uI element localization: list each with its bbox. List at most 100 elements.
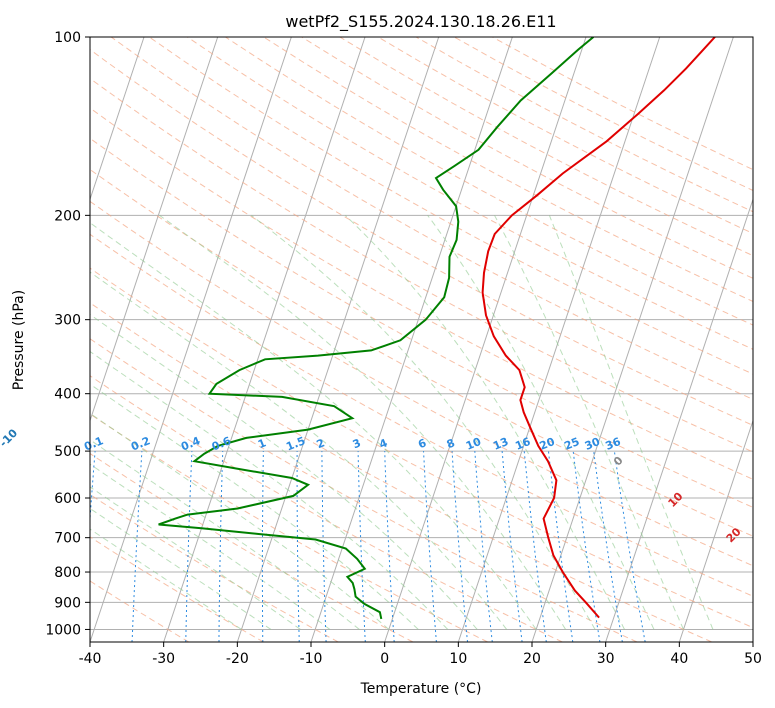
- moist-adiabat-line: [90, 528, 242, 630]
- isotherm-line: [236, 37, 440, 642]
- dewpoint-profile-line: [158, 37, 595, 620]
- isotherm-line: [457, 37, 661, 642]
- mixing-ratio-line: [451, 451, 468, 642]
- isotherm-line: [90, 37, 292, 642]
- dry-adiabat-line: [187, 37, 753, 350]
- dry-adiabat-line: [263, 37, 753, 302]
- mixing-ratio-label: 3: [351, 436, 363, 451]
- moist-adiabat-line: [90, 439, 360, 630]
- dry-adiabat-line: [90, 267, 753, 629]
- mixing-ratio-line: [548, 451, 574, 642]
- dry-adiabat-line: [90, 233, 753, 597]
- y-tick-label: 400: [54, 387, 81, 403]
- isotherm-line: [163, 37, 366, 642]
- dry-adiabat-line: [90, 536, 264, 642]
- dry-adiabat-line: [90, 413, 488, 642]
- dry-adiabat-line: [90, 375, 563, 642]
- isotherm-line: [90, 37, 145, 201]
- moist-adiabat-line: [90, 271, 508, 630]
- isotherm-line: [605, 197, 753, 642]
- isotherm-line: [384, 37, 587, 642]
- dry-adiabat-line: [90, 452, 414, 642]
- x-tick-label: 50: [744, 651, 762, 667]
- dry-adiabat-label: -10: [0, 426, 20, 449]
- dry-adiabat-line: [90, 168, 753, 537]
- dry-adiabat-line: [90, 137, 753, 508]
- moist-adiabat-line: [494, 215, 684, 630]
- moist-adiabat-line: [90, 350, 449, 630]
- dry-adiabat-line: [90, 493, 339, 642]
- chart-title: wetPf2_S155.2024.130.18.26.E11: [285, 12, 556, 32]
- y-tick-label: 600: [54, 491, 81, 507]
- x-tick-label: 40: [670, 651, 688, 667]
- moist-adiabat-label: 0: [611, 454, 626, 469]
- mixing-ratio-label: 1: [256, 436, 268, 451]
- y-tick-label: 200: [54, 208, 81, 224]
- dry-adiabat-line: [90, 77, 753, 453]
- moist-adiabat-line: [90, 486, 301, 630]
- moist-adiabat-line: [548, 215, 714, 630]
- moist-adiabat-line: [90, 383, 419, 630]
- mixing-ratio-label: 30: [583, 435, 602, 453]
- x-axis-title: Temperature (°C): [360, 681, 482, 697]
- moist-adiabat-line: [250, 214, 596, 630]
- mixing-ratio-label: 36: [604, 435, 623, 453]
- x-tick-label: 30: [597, 651, 615, 667]
- dry-adiabat-line: [90, 48, 753, 426]
- moist-adiabat-line: [90, 463, 331, 630]
- moist-adiabat-label: 10: [666, 490, 686, 510]
- y-tick-label: 100: [54, 30, 81, 46]
- y-tick-label: 700: [54, 531, 81, 547]
- isotherm-line: [531, 37, 734, 642]
- moist-adiabat-line: [90, 222, 537, 630]
- mixing-ratio-line: [218, 451, 224, 642]
- dry-adiabat-line: [377, 37, 753, 235]
- x-tick-label: 0: [380, 651, 389, 667]
- dry-adiabat-line: [148, 37, 753, 375]
- isotherm-line: [90, 37, 219, 423]
- y-tick-label: 1000: [45, 622, 81, 638]
- temperature-profile-line: [481, 37, 716, 619]
- x-tick-label: -20: [226, 651, 249, 667]
- mixing-ratio-line: [384, 451, 395, 642]
- y-tick-label: 900: [54, 595, 81, 611]
- dry-adiabat-line: [90, 338, 638, 642]
- mixing-ratio-label: 25: [562, 435, 581, 453]
- isotherm-line: [310, 37, 513, 642]
- chart-axes: -40 -30 -20 -10 0 10 20 30 40 5010020030040050060…: [45, 30, 762, 667]
- mixing-ratio-label: 10: [464, 435, 483, 453]
- mixing-ratio-label: 4: [377, 436, 389, 451]
- isotherm-line: [752, 640, 753, 642]
- chart-series: [158, 37, 716, 620]
- chart-grid: [90, 37, 753, 642]
- moist-adiabat-line: [344, 214, 626, 630]
- mixing-ratio-line: [261, 451, 264, 642]
- mixing-ratio-label: 2: [315, 436, 327, 451]
- mixing-ratio-label: 13: [491, 435, 510, 453]
- mixing-ratio-label: 8: [445, 436, 457, 451]
- mixing-ratio-label: 20: [538, 435, 557, 453]
- mixing-ratio-label: 16: [513, 435, 532, 453]
- mixing-ratio-line: [523, 451, 547, 642]
- dry-adiabat-line: [453, 37, 753, 192]
- x-tick-label: 10: [449, 651, 467, 667]
- mixing-ratio-line: [131, 451, 143, 642]
- moist-adiabat-line: [159, 214, 567, 630]
- moist-adiabat-line: [90, 507, 272, 630]
- dry-adiabat-line: [90, 200, 753, 567]
- x-tick-label: -10: [300, 651, 323, 667]
- dry-adiabat-line: [90, 107, 753, 480]
- dry-adiabat-line: [90, 302, 712, 642]
- x-tick-label: -40: [79, 651, 102, 667]
- y-tick-label: 300: [54, 313, 81, 329]
- dry-adiabat-line: [225, 37, 753, 326]
- mixing-ratio-label: 6: [416, 436, 428, 451]
- x-tick-label: 20: [523, 651, 541, 667]
- x-tick-label: -30: [152, 651, 175, 667]
- plot-frame: [89, 36, 754, 643]
- y-tick-label: 500: [54, 444, 81, 460]
- dry-adiabat-line: [110, 37, 753, 400]
- moist-adiabat-line: [90, 313, 478, 630]
- moist-adiabat-label: 20: [724, 525, 744, 545]
